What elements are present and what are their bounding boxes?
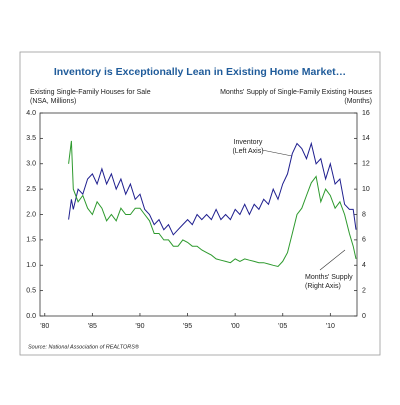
y2-tick-label: 8 xyxy=(362,211,366,218)
y-tick-label: 1.0 xyxy=(26,262,36,269)
y-tick-label: 4.0 xyxy=(26,110,36,117)
y-tick-label: 3.0 xyxy=(26,161,36,168)
x-tick-label: '10 xyxy=(326,323,335,330)
series-line xyxy=(68,141,357,236)
y2-axis-label: Months' Supply of Single-Family Existing… xyxy=(220,89,372,96)
x-tick-label: '00 xyxy=(231,323,240,330)
y-axis-label: Existing Single-Family Houses for Sale xyxy=(30,89,151,96)
annotation: Months' Supply xyxy=(305,274,353,281)
annotation: (Left Axis) xyxy=(232,148,263,155)
x-tick-label: '05 xyxy=(278,323,287,330)
y2-tick-label: 12 xyxy=(362,161,370,168)
y-tick-label: 3.5 xyxy=(26,135,36,142)
x-tick-label: '95 xyxy=(183,323,192,330)
y2-tick-label: 0 xyxy=(362,313,366,320)
chart-title: Inventory is Exceptionally Lean in Exist… xyxy=(54,66,346,78)
y2-tick-label: 16 xyxy=(362,110,370,117)
frame xyxy=(19,51,381,356)
annotation: Inventory xyxy=(234,139,263,146)
y-tick-label: 0.5 xyxy=(26,287,36,294)
y2-tick-label: 4 xyxy=(362,262,366,269)
y-tick-label: 2.0 xyxy=(26,211,36,218)
y2-axis-label: (Months) xyxy=(344,98,372,105)
y-tick-label: 1.5 xyxy=(26,237,36,244)
y-axis-label: (NSA, Millions) xyxy=(30,98,76,105)
x-tick-label: '80 xyxy=(40,323,49,330)
x-tick-label: '85 xyxy=(88,323,97,330)
y2-tick-label: 6 xyxy=(362,237,366,244)
series-line xyxy=(68,140,357,268)
annotation-arrow xyxy=(319,249,346,271)
y2-tick-label: 2 xyxy=(362,287,366,294)
source: Source: National Association of REALTORS… xyxy=(28,343,140,350)
x-tick-label: '90 xyxy=(135,323,144,330)
y-tick-label: 0.0 xyxy=(26,313,36,320)
y2-tick-label: 10 xyxy=(362,186,370,193)
annotation: (Right Axis) xyxy=(305,283,341,290)
y2-tick-label: 14 xyxy=(362,135,370,142)
annotation-arrow xyxy=(261,149,293,157)
y-tick-label: 2.5 xyxy=(26,186,36,193)
